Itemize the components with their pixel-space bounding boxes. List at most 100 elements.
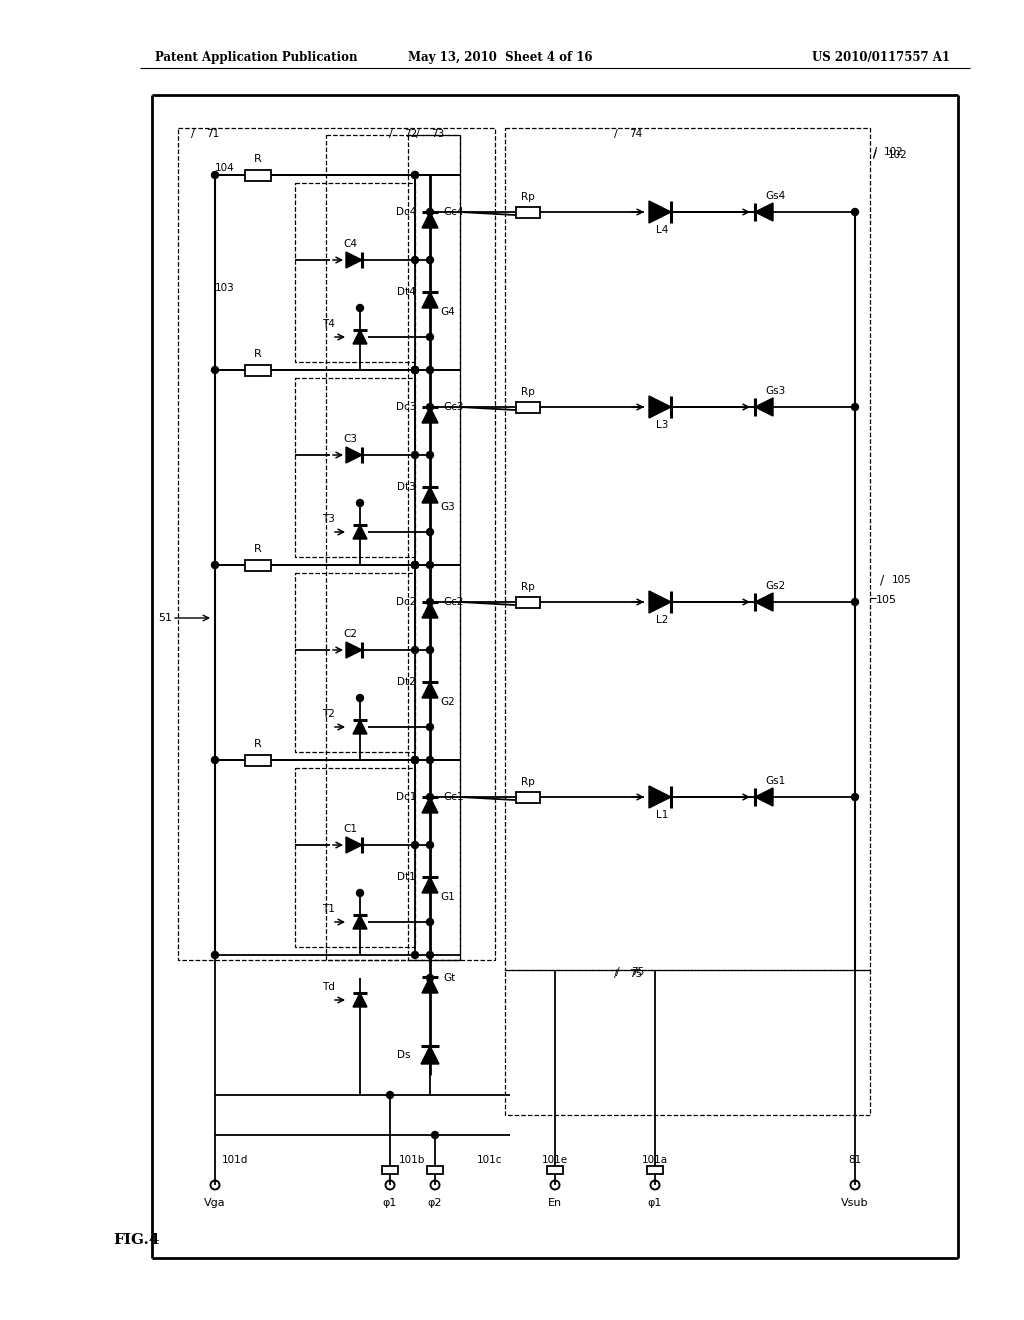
Circle shape	[852, 209, 858, 215]
Polygon shape	[353, 719, 367, 734]
Text: Rp: Rp	[521, 582, 535, 591]
Circle shape	[427, 647, 433, 653]
Text: Gt: Gt	[443, 973, 456, 983]
Bar	[547, 1166, 563, 1173]
Polygon shape	[346, 642, 362, 657]
Text: Dc4: Dc4	[396, 207, 416, 216]
Circle shape	[427, 723, 433, 730]
Circle shape	[427, 919, 433, 925]
Text: C4: C4	[343, 239, 357, 249]
Circle shape	[356, 305, 364, 312]
Circle shape	[427, 256, 433, 264]
Text: 105: 105	[876, 595, 896, 605]
Text: Ds: Ds	[397, 1049, 411, 1060]
Circle shape	[412, 172, 419, 178]
Text: L2: L2	[655, 615, 669, 624]
Circle shape	[412, 367, 419, 374]
Bar	[245, 364, 271, 375]
Text: 72: 72	[404, 129, 417, 139]
Polygon shape	[422, 487, 438, 503]
Text: Rp: Rp	[521, 387, 535, 397]
Polygon shape	[422, 797, 438, 813]
Circle shape	[412, 647, 419, 653]
Circle shape	[427, 561, 433, 569]
Circle shape	[412, 172, 419, 178]
Text: /: /	[614, 129, 617, 139]
Text: US 2010/0117557 A1: US 2010/0117557 A1	[812, 50, 950, 63]
Bar	[427, 1166, 443, 1173]
Bar	[516, 206, 540, 218]
Text: 101a: 101a	[642, 1155, 668, 1166]
Text: Rp: Rp	[521, 777, 535, 787]
Circle shape	[427, 598, 433, 606]
Text: /: /	[614, 969, 617, 979]
Text: R: R	[254, 154, 262, 164]
Text: G4: G4	[440, 308, 456, 317]
Text: Gs3: Gs3	[766, 385, 786, 396]
Text: 101b: 101b	[398, 1155, 425, 1166]
Text: 102: 102	[888, 150, 907, 160]
Bar	[326, 135, 460, 960]
Text: 101e: 101e	[542, 1155, 568, 1166]
Text: /: /	[389, 129, 393, 139]
Text: 103: 103	[215, 282, 234, 293]
Bar	[516, 792, 540, 803]
Circle shape	[852, 793, 858, 800]
Text: 75: 75	[629, 969, 642, 979]
Polygon shape	[649, 201, 671, 223]
Text: /: /	[872, 145, 878, 158]
Circle shape	[427, 209, 433, 215]
Circle shape	[212, 952, 218, 958]
Polygon shape	[649, 785, 671, 808]
Bar	[505, 128, 870, 970]
Bar	[245, 560, 271, 570]
Polygon shape	[755, 203, 773, 220]
Text: Gc4: Gc4	[443, 207, 464, 216]
Bar	[382, 1166, 398, 1173]
Text: Gc2: Gc2	[443, 597, 464, 607]
Circle shape	[427, 952, 433, 958]
Circle shape	[427, 793, 433, 800]
Bar	[516, 597, 540, 607]
Text: L4: L4	[655, 224, 669, 235]
Text: T1: T1	[322, 904, 335, 913]
Bar	[295, 378, 415, 557]
Polygon shape	[422, 977, 438, 993]
Text: L1: L1	[655, 810, 669, 820]
Text: T4: T4	[322, 319, 335, 329]
Text: Vga: Vga	[204, 1199, 226, 1208]
Polygon shape	[346, 837, 362, 853]
Text: 102: 102	[884, 147, 904, 157]
Text: R: R	[254, 348, 262, 359]
Circle shape	[356, 694, 364, 701]
Text: FIG.4: FIG.4	[113, 1233, 160, 1247]
Text: 75: 75	[631, 968, 644, 977]
Text: Dc1: Dc1	[396, 792, 416, 803]
Polygon shape	[422, 602, 438, 618]
Text: Gc1: Gc1	[443, 792, 464, 803]
Text: Dt2: Dt2	[396, 677, 416, 686]
Text: Gc3: Gc3	[443, 403, 464, 412]
Polygon shape	[422, 213, 438, 228]
Bar	[408, 135, 460, 960]
Polygon shape	[346, 252, 362, 268]
Text: G1: G1	[440, 892, 456, 902]
Text: 105: 105	[892, 576, 911, 585]
Text: T2: T2	[322, 709, 335, 719]
Circle shape	[427, 528, 433, 536]
Circle shape	[412, 561, 419, 569]
Polygon shape	[755, 788, 773, 807]
Text: /: /	[416, 129, 420, 139]
Text: Gs4: Gs4	[766, 191, 786, 201]
Text: Dc3: Dc3	[396, 403, 416, 412]
Text: 51: 51	[158, 612, 172, 623]
Text: T3: T3	[322, 513, 335, 524]
Circle shape	[412, 451, 419, 458]
Polygon shape	[649, 396, 671, 418]
Polygon shape	[346, 447, 362, 463]
Circle shape	[412, 561, 419, 569]
Text: Dt3: Dt3	[396, 482, 416, 492]
Text: May 13, 2010  Sheet 4 of 16: May 13, 2010 Sheet 4 of 16	[408, 50, 592, 63]
Text: Dt4: Dt4	[396, 286, 416, 297]
Bar	[505, 970, 870, 1115]
